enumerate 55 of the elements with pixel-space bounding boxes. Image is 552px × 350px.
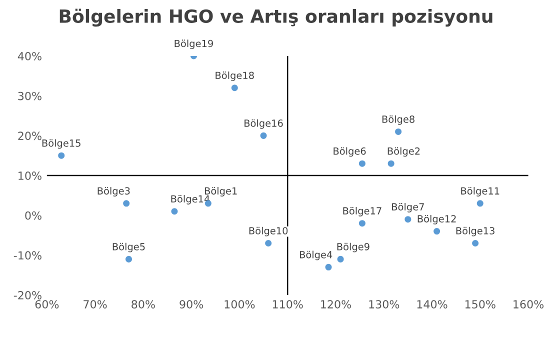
x-tick-label: 110%	[272, 300, 303, 309]
annotation: Bölge7	[392, 202, 424, 212]
point	[388, 160, 394, 167]
annotation: Bölge12	[418, 214, 456, 224]
x-tick-label: 160%	[514, 300, 544, 309]
annotation: Bölge1	[204, 187, 237, 196]
annotation: Bölge3	[98, 187, 130, 196]
x-tick-label: 130%	[369, 300, 400, 309]
point	[476, 200, 484, 207]
annotation: Bölge15	[42, 139, 80, 149]
x-tick-label: 120%	[321, 300, 351, 309]
y-tick-label: 10%	[18, 172, 42, 180]
point	[171, 208, 178, 215]
annotation: Bölge19	[174, 40, 213, 50]
point	[434, 228, 440, 235]
annotation: Bölge9	[337, 242, 370, 252]
x-tick-label: 90%	[180, 300, 204, 309]
annotation: Bölge18	[216, 72, 254, 81]
x-tick-label: 150%	[465, 300, 496, 309]
chart-title: Bölgelerin HGO ve Artış oranları pozisyonu	[60, 8, 492, 27]
point	[395, 128, 402, 135]
annotation: Bölge8	[382, 115, 414, 125]
point	[58, 152, 65, 159]
point	[265, 240, 272, 247]
point	[358, 160, 366, 167]
x-tick-label: 100%	[224, 300, 255, 309]
point	[337, 256, 344, 262]
annotation: Bölge5	[112, 242, 145, 252]
point	[404, 216, 412, 223]
point	[325, 264, 332, 270]
y-tick-label: 40%	[18, 52, 42, 60]
annotation: Bölge6	[334, 147, 366, 157]
point	[231, 84, 238, 92]
point	[472, 240, 479, 247]
point	[260, 132, 267, 139]
annotation: Bölge13	[456, 226, 494, 236]
annotation: Bölge10	[249, 226, 288, 236]
y-tick-label: 0%	[25, 211, 42, 220]
y-tick-label: 30%	[18, 92, 42, 100]
annotation: Bölge17	[343, 206, 382, 216]
y-tick-label: -20%	[14, 291, 42, 300]
annotation: Bölge14	[171, 195, 210, 204]
y-tick-label: -10%	[14, 251, 42, 260]
x-tick-label: 80%	[132, 300, 155, 309]
annotation: Bölge11	[461, 187, 500, 196]
x-tick-label: 140%	[417, 300, 448, 309]
annotation: Bölge16	[244, 119, 283, 129]
point	[358, 220, 366, 227]
point	[123, 200, 130, 207]
point	[125, 256, 132, 262]
annotation: Bölge4	[300, 250, 332, 260]
x-tick-label: 60%	[35, 300, 59, 309]
x-tick-label: 70%	[84, 300, 107, 309]
annotation: Bölge2	[388, 147, 420, 157]
y-tick-label: 20%	[18, 132, 42, 140]
